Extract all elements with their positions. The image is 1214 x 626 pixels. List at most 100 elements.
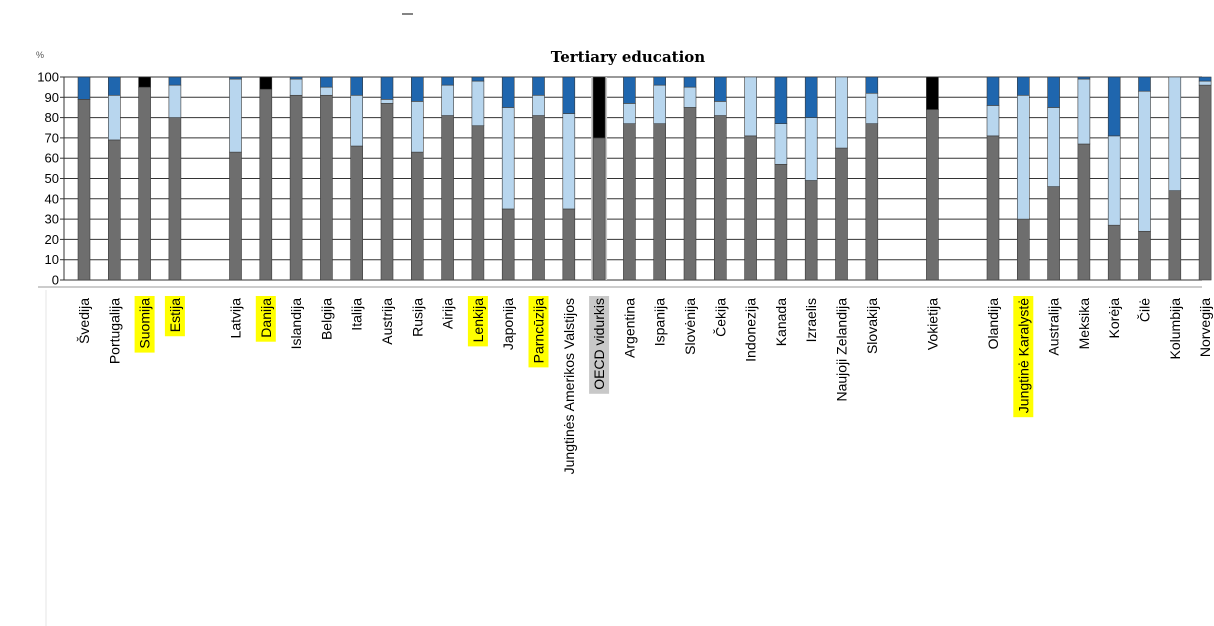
bar-25-segment-2	[804, 117, 818, 181]
ytick-label-100: 100	[37, 70, 59, 85]
bar-18-segment-1	[592, 137, 606, 281]
bar-35-segment-2	[1107, 135, 1121, 226]
ytick-label-70: 70	[45, 130, 59, 145]
ytick-label-90: 90	[45, 90, 59, 105]
bar-15-segment-1	[501, 208, 515, 281]
bar-2-segment-1	[108, 139, 121, 281]
x-label-35: Korėja	[1106, 298, 1122, 339]
bar-22-segment-3	[713, 76, 727, 102]
ytick-label-60: 60	[45, 151, 59, 166]
ytick-label-80: 80	[45, 110, 59, 125]
x-label-highlight-14	[467, 296, 488, 347]
ytick-label-40: 40	[45, 191, 59, 206]
bar-3-segment-4	[138, 76, 151, 88]
bar-14-segment-2	[471, 80, 485, 127]
x-label-21: Slovėnija	[682, 298, 698, 355]
bar-25-segment-3	[804, 76, 818, 118]
bar-27-segment-1	[865, 123, 879, 281]
bar-36-segment-3	[1138, 76, 1151, 92]
x-label-16: Parncūzija	[531, 298, 547, 364]
bar-19-segment-2	[623, 103, 636, 124]
bar-14-segment-1	[471, 125, 485, 281]
bar-8-segment-2	[289, 78, 303, 96]
bar-20-segment-2	[653, 84, 667, 124]
x-label-12: Rusija	[409, 298, 425, 337]
bar-33-segment-1	[1047, 186, 1060, 281]
bar-6-segment-2	[229, 78, 242, 153]
bar-1-segment-1	[77, 99, 91, 281]
x-label-22: Čekija	[712, 298, 728, 337]
x-label-26: Naujoji Zelandija	[834, 298, 850, 402]
x-label-20: Ispanija	[652, 298, 668, 346]
bar-4-segment-2	[168, 84, 182, 118]
x-label-14: Lenkija	[470, 298, 486, 343]
bar-25-segment-1	[804, 180, 818, 281]
bar-32-segment-3	[1016, 76, 1030, 96]
bar-32-segment-2	[1016, 94, 1030, 220]
bar-38-segment-3	[1198, 76, 1212, 82]
bar-9-segment-2	[320, 86, 333, 96]
x-label-17: Jungtinės Amerikos Valstijos	[561, 298, 577, 474]
x-label-highlight-32	[1013, 296, 1034, 418]
bar-8-segment-3	[289, 76, 303, 80]
x-label-33: Australija	[1046, 298, 1062, 356]
x-label-highlight-4	[164, 296, 185, 337]
ytick-label-0: 0	[52, 273, 59, 288]
bar-34-segment-1	[1077, 143, 1091, 281]
bar-1-segment-3	[77, 76, 91, 100]
bar-20-segment-1	[653, 123, 667, 281]
x-label-highlight-7	[255, 296, 276, 342]
bar-31-segment-2	[986, 105, 1000, 137]
bar-19-segment-3	[623, 76, 636, 104]
bar-27-segment-2	[865, 92, 879, 124]
x-label-31: Olandija	[985, 298, 1001, 350]
bar-18-segment-4	[592, 76, 606, 139]
x-label-29: Vokietija	[924, 298, 940, 350]
bar-26-segment-2	[835, 76, 848, 149]
x-label-38: Norvegija	[1197, 298, 1213, 357]
bar-11-segment-1	[380, 103, 394, 281]
bar-24-segment-3	[774, 76, 788, 124]
bars	[77, 76, 1212, 281]
bar-15-segment-3	[501, 76, 515, 108]
bar-11-segment-2	[380, 99, 394, 104]
x-label-highlight-16	[528, 296, 549, 368]
bar-34-segment-2	[1077, 78, 1091, 145]
bar-2-segment-3	[108, 76, 121, 96]
bar-23-segment-1	[744, 135, 757, 281]
bar-4-segment-3	[168, 76, 182, 86]
bar-4-segment-1	[168, 117, 182, 281]
bar-13-segment-3	[441, 76, 454, 86]
bar-13-segment-1	[441, 115, 454, 281]
bar-12-segment-3	[410, 76, 424, 102]
bar-37-segment-1	[1168, 190, 1182, 281]
x-label-8: Islandija	[288, 298, 304, 350]
bar-33-segment-3	[1047, 76, 1060, 108]
y-axis-unit: %	[36, 50, 44, 60]
bar-3-segment-1	[138, 86, 151, 281]
x-label-13: Airija	[440, 298, 456, 329]
bar-32-segment-1	[1016, 218, 1030, 281]
bar-17-segment-2	[562, 113, 576, 210]
x-label-1: Švedija	[76, 298, 92, 344]
bar-23-segment-2	[744, 76, 757, 137]
bar-16-segment-2	[532, 94, 545, 116]
x-label-2: Portugalija	[106, 298, 122, 364]
x-label-highlight-3	[134, 296, 155, 353]
bar-19-segment-1	[623, 123, 636, 281]
chart-title: Tertiary education	[551, 48, 705, 66]
bar-31-segment-3	[986, 76, 1000, 106]
x-label-24: Kanada	[773, 298, 789, 346]
x-label-15: Japonija	[500, 298, 516, 350]
bar-27-segment-3	[865, 76, 879, 94]
x-label-9: Belgija	[318, 298, 334, 340]
bar-21-segment-1	[683, 107, 697, 281]
x-label-36: Čilė	[1137, 298, 1153, 322]
bar-12-segment-2	[410, 101, 424, 153]
bar-2-segment-2	[108, 94, 121, 141]
bar-17-segment-3	[562, 76, 576, 114]
x-label-19: Argentina	[621, 298, 637, 358]
x-label-34: Meksika	[1076, 298, 1092, 350]
ytick-label-10: 10	[45, 252, 59, 267]
